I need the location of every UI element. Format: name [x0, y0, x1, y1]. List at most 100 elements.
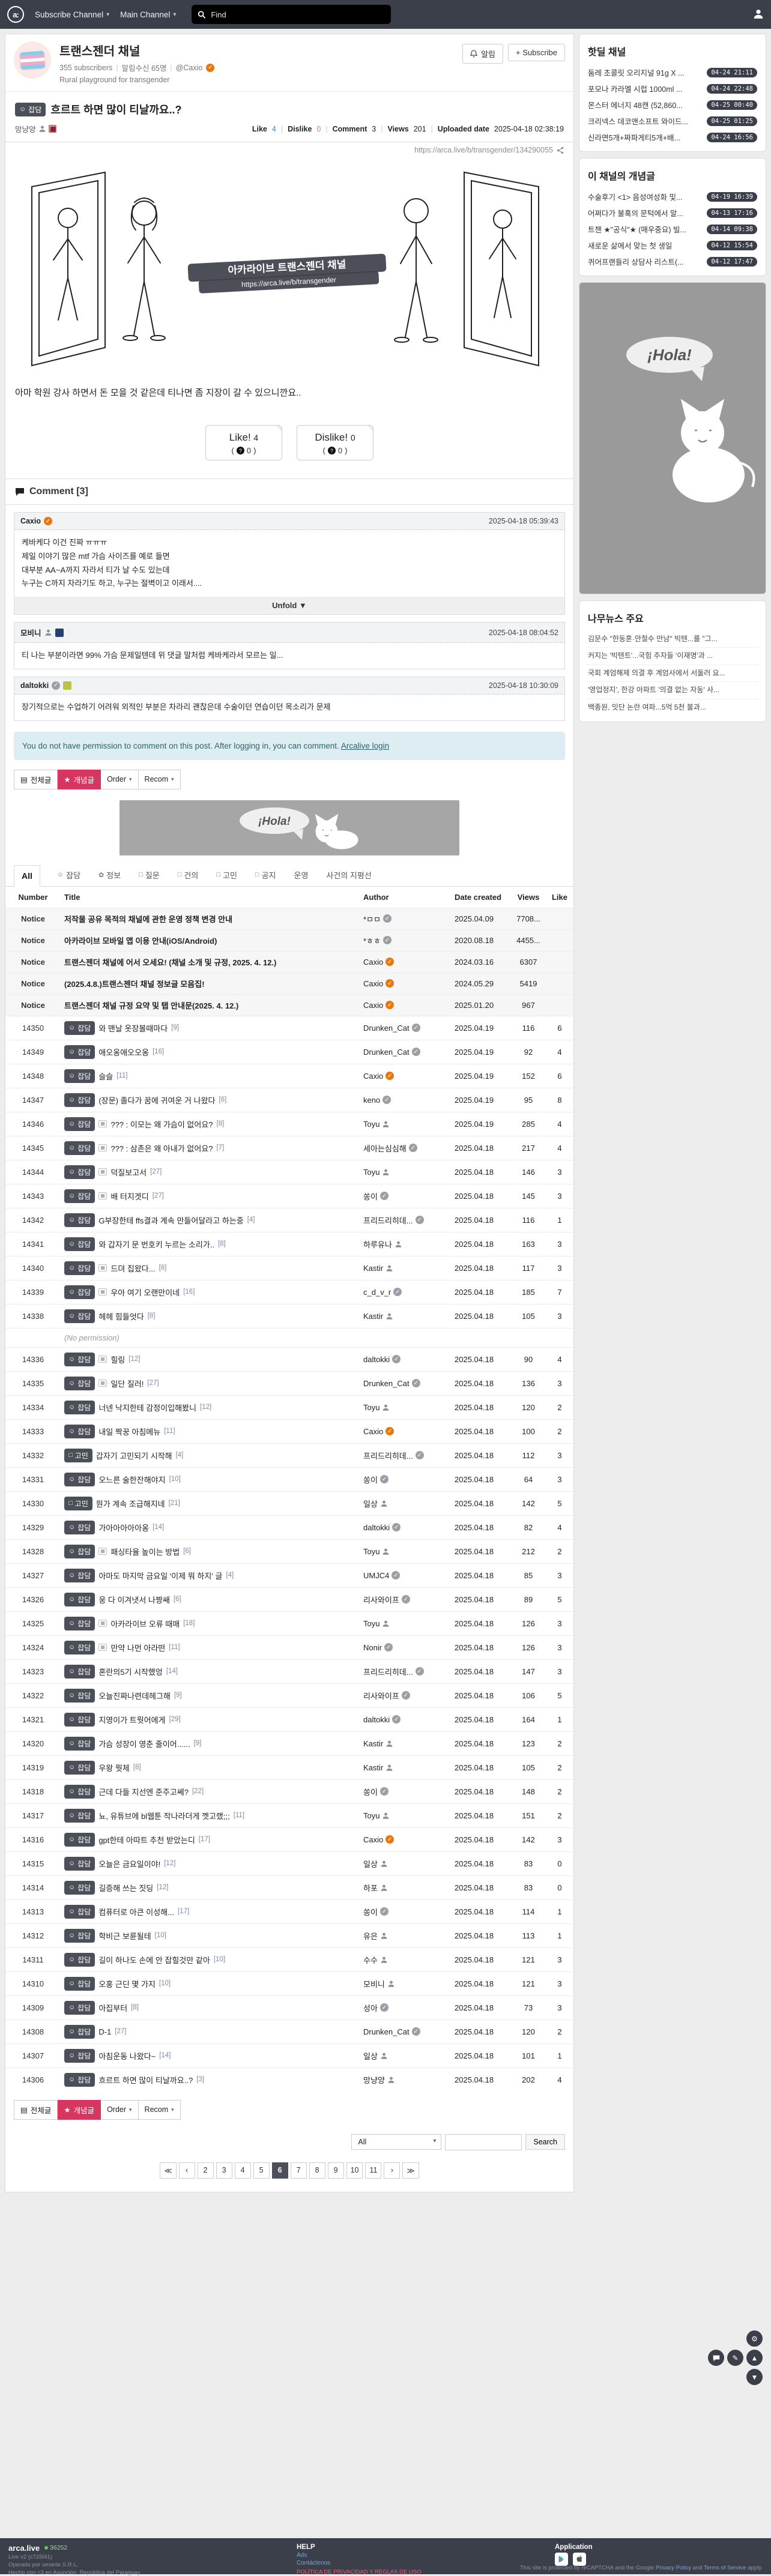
table-row[interactable]: 14332 □ 고민 갑자기 고민되기 시작해 [4] 프리드리히데... ✓ 2025.04…	[5, 1443, 573, 1467]
best-posts-button[interactable]: ★ 개념글	[58, 2099, 101, 2120]
recom-dropdown[interactable]: Recom ▾	[138, 2099, 181, 2120]
table-row[interactable]: 14310 ☺ 잡담 오홍 근딘 몇 가지 [10] 모비니 2025.04.18 121 3	[5, 1971, 573, 1995]
table-row[interactable]: 14312 ☺ 잡담 학비근 보륜될테 [10] 유은 2025.04.18 113 1	[5, 1923, 573, 1947]
table-row[interactable]: 14320 ☺ 잡담 가슴 성장이 영춘 줄이어...... [9] Kastir 2025…	[5, 1731, 573, 1755]
write-button[interactable]: ✎	[727, 2350, 743, 2366]
row-author[interactable]: 일상	[363, 2050, 447, 2062]
dislike-button[interactable]: Dislike! 0 (? 0)	[297, 425, 373, 460]
table-row[interactable]: 14333 ☺ 잡담 내일 짝꿍 아침메뉴 [11] Caxio ✓ 2025.04.18 10…	[5, 1419, 573, 1443]
row-author[interactable]: Drunken_Cat ✓	[363, 2027, 447, 2036]
table-row[interactable]: 14319 ☺ 잡담 우왕 뭣체 [8] Kastir 2025.04.18 105 2	[5, 1755, 573, 1779]
row-author[interactable]: 쏭이 ✓	[363, 1190, 447, 1202]
row-author[interactable]: c_d_v_r ✓	[363, 1288, 447, 1297]
row-author[interactable]: Toyu	[363, 1811, 447, 1820]
main-channel-menu[interactable]: Main Channel ▾	[120, 10, 176, 19]
table-row[interactable]: 14340 ☺ 잡담 ▦ 드뎌 집왔다... [8] Kastir 2025.04.18 117…	[5, 1255, 573, 1280]
table-row[interactable]: 14324 ☺ 잡담 ▦ 만약 나먼 아라떤 [11] Nonir ✓ 2025.04.18 12…	[5, 1635, 573, 1659]
page-button-›[interactable]: ›	[384, 2162, 401, 2179]
scroll-bottom-button[interactable]: ▼	[746, 2369, 763, 2385]
tab-질문[interactable]: □ 질문	[139, 870, 160, 880]
row-author[interactable]: 성아 ✓	[363, 2002, 447, 2013]
table-row[interactable]: 14330 □ 고민 뭔가 계속 조급해지네 [21] 일상 2025.04.18 142 5	[5, 1491, 573, 1515]
page-button-7[interactable]: 7	[290, 2162, 307, 2179]
table-row[interactable]: 14334 ☺ 잡담 너넨 낙지한테 감정이입해봤니 [12] Toyu 2025.04.1…	[5, 1395, 573, 1419]
row-author[interactable]: Drunken_Cat ✓	[363, 1024, 447, 1033]
row-author[interactable]: Caxio ✓	[363, 1001, 447, 1010]
notice-row[interactable]: Notice 트랜스젠더 채널에 어서 오세요! (채널 소개 및 규정, 202…	[5, 950, 573, 973]
footer-brand[interactable]: arca.live	[8, 2543, 40, 2553]
comment-author[interactable]: 모비니	[20, 629, 41, 638]
sidebar-post-item[interactable]: 포모나 카라멜 시럽 1000ml ... 04-24 22:48	[587, 80, 758, 97]
page-button-10[interactable]: 10	[346, 2162, 363, 2179]
row-author[interactable]: Nonir ✓	[363, 1643, 447, 1652]
channel-avatar[interactable]	[14, 41, 51, 79]
google-play-button[interactable]	[555, 2552, 568, 2566]
table-row[interactable]: 14344 ☺ 잡담 ▦ 덕질보고서 [27] Toyu 2025.04.18 146 3	[5, 1159, 573, 1184]
post-author[interactable]: 망냥양	[15, 123, 56, 134]
table-row[interactable]: 14342 ☺ 잡담 G부장한테 ffs결과 계속 만들어달라고 하는중 [4] 프리드리…	[5, 1207, 573, 1232]
tab-건의[interactable]: □ 건의	[177, 870, 199, 880]
sidebar-post-item[interactable]: 수술후기 <1> 음성여성화 및... 04-19 16:39	[587, 189, 758, 205]
table-row[interactable]: 14335 ☺ 잡담 ▦ 일단 질러! [27] Drunken_Cat ✓ 2025.04.1…	[5, 1371, 573, 1395]
sidebar-post-item[interactable]: 둠레 초콜릿 오리지널 91g X ... 04-24 21:11	[587, 64, 758, 80]
terms-link[interactable]: Terms of Service	[703, 2564, 746, 2571]
search-input[interactable]	[211, 10, 386, 19]
row-author[interactable]: Caxio ✓	[363, 958, 447, 967]
sidebar-post-item[interactable]: 트챈 ★"공식"★ (매우중요) 빌... 04-14 09:38	[587, 221, 758, 237]
notice-row[interactable]: Notice 아카라이브 모바일 앱 이용 안내(iOS/Android) *ㅎㅎ ✓…	[5, 929, 573, 951]
row-author[interactable]: Kastir	[363, 1312, 447, 1321]
row-author[interactable]: 하루유나	[363, 1238, 447, 1250]
all-posts-button[interactable]: ▤ 전체글	[14, 769, 58, 789]
row-author[interactable]: 쏭이 ✓	[363, 1474, 447, 1485]
table-row[interactable]: 14317 ☺ 잡담 뇨, 유튜브에 bl웹툰 작나라더게 껫고랬;;; [11] Toy…	[5, 1803, 573, 1827]
table-row[interactable]: 14347 ☺ 잡담 (장문) 졸다가 꿈에 귀여운 거 나왔다 [6] keno ✓ 202…	[5, 1087, 573, 1112]
table-row[interactable]: 14308 ☺ 잡담 D-1 [27] Drunken_Cat ✓ 2025.04.18 120…	[5, 2019, 573, 2044]
subscribe-button[interactable]: + Subscribe	[507, 44, 565, 61]
notice-row[interactable]: Notice 트랜스젠더 채널 규정 요약 및 탭 안내문(2025. 4. 12…	[5, 994, 573, 1016]
row-author[interactable]: Toyu	[363, 1403, 447, 1412]
table-row[interactable]: 14314 ☺ 잡담 길증해 쓰는 짓딩 [12] 하포 2025.04.18 83 0	[5, 1875, 573, 1899]
row-author[interactable]: 일상	[363, 1858, 447, 1869]
table-row[interactable]: 14323 ☺ 잡담 혼란의5기 시작했엉 [14] 프리드리히데... ✓ 2025.04.…	[5, 1659, 573, 1683]
tab-All[interactable]: All	[14, 864, 40, 887]
row-author[interactable]: Caxio ✓	[363, 1835, 447, 1844]
privacy-link[interactable]: Privacy Policy	[655, 2564, 691, 2571]
page-button-≫[interactable]: ≫	[402, 2162, 419, 2179]
order-dropdown[interactable]: Order ▾	[101, 769, 139, 789]
table-row[interactable]: 14322 ☺ 잡담 오늘진짜나련데헤그해 [9] 리사와이프 ✓ 2025.04.18 106…	[5, 1683, 573, 1707]
table-row[interactable]: 14318 ☺ 잡담 근데 다들 지선엔 준주고쎄? [22] 쏭이 ✓ 2025.04.18…	[5, 1779, 573, 1803]
contact-link[interactable]: Contáctenos	[297, 2559, 331, 2566]
table-row[interactable]: 14311 ☺ 잡담 길이 하나도 손에 안 잡힐것만 같아 [10] 수수 2025.04…	[5, 1947, 573, 1971]
sidebar-post-item[interactable]: 크리넥스 데코앤소프트 와이드... 04-25 01:25	[587, 113, 758, 129]
subscribe-channel-menu[interactable]: Subscribe Channel ▾	[35, 10, 109, 19]
all-posts-button[interactable]: ▤ 전체글	[14, 2099, 58, 2120]
board-search-input[interactable]	[445, 2134, 522, 2150]
tab-공지[interactable]: □ 공지	[255, 870, 276, 880]
search-filter-select[interactable]: All	[351, 2134, 442, 2150]
namu-news-item[interactable]: 백종원, 잇단 논란 여파...5억 5천 불과...	[587, 698, 758, 716]
table-row[interactable]: 14309 ☺ 잡담 아집부터 [8] 성아 ✓ 2025.04.18 73 3	[5, 1995, 573, 2019]
table-row[interactable]: 14339 ☺ 잡담 ▦ 우아 여기 오랜만이네 [16] c_d_v_r ✓ 2025.04.…	[5, 1279, 573, 1304]
namu-news-item[interactable]: 김문수 "한동훈·안철수 만남" 빅텐...를 "그...	[588, 635, 718, 643]
chat-button[interactable]	[708, 2350, 724, 2366]
arcalive-login-link[interactable]: Arcalive login	[340, 741, 390, 750]
row-author[interactable]: daltokki ✓	[363, 1715, 447, 1724]
page-button-8[interactable]: 8	[309, 2162, 325, 2179]
row-author[interactable]: 하포	[363, 1882, 447, 1893]
row-author[interactable]: daltokki ✓	[363, 1523, 447, 1532]
namu-news-item[interactable]: 국회 계엄해제 의결 후 계엄사에서 서둘러 요...	[587, 664, 758, 681]
row-author[interactable]: Drunken_Cat ✓	[363, 1379, 447, 1388]
row-author[interactable]: Toyu	[363, 1547, 447, 1556]
table-row[interactable]: 14326 ☺ 잡담 웅 다 이겨냇서 나짱쌔 [6] 리사와이프 ✓ 2025.04.18 8…	[5, 1587, 573, 1611]
share-url[interactable]: https://arca.live/b/transgender/13429005…	[414, 146, 553, 154]
page-button-5[interactable]: 5	[253, 2162, 270, 2179]
row-author[interactable]: UMJC4 ✓	[363, 1571, 447, 1580]
order-dropdown[interactable]: Order ▾	[101, 2099, 139, 2120]
table-row[interactable]: 14345 ☺ 잡담 ▦??? : 삼촌은 왜 아내가 없어요? [7] 세아는심심해 ✓ 2…	[5, 1135, 573, 1160]
row-author[interactable]: *ㅎㅎ ✓	[363, 935, 447, 946]
sidebar-post-item[interactable]: 어쩌다가 불혹의 문턱에서 알... 04-13 17:16	[587, 205, 758, 221]
row-author[interactable]: Kastir	[363, 1739, 447, 1748]
table-row[interactable]: 14329 ☺ 잡담 가아아아아아옹 [14] daltokki ✓ 2025.04.18 82…	[5, 1515, 573, 1539]
sidebar-post-item[interactable]: 신라면5개+짜파게티5개+배... 04-24 16:56	[587, 129, 758, 145]
privacy-policy-link[interactable]: POLÍTICA DE PRIVACIDAD Y REGLAS DE USO	[297, 2568, 422, 2575]
